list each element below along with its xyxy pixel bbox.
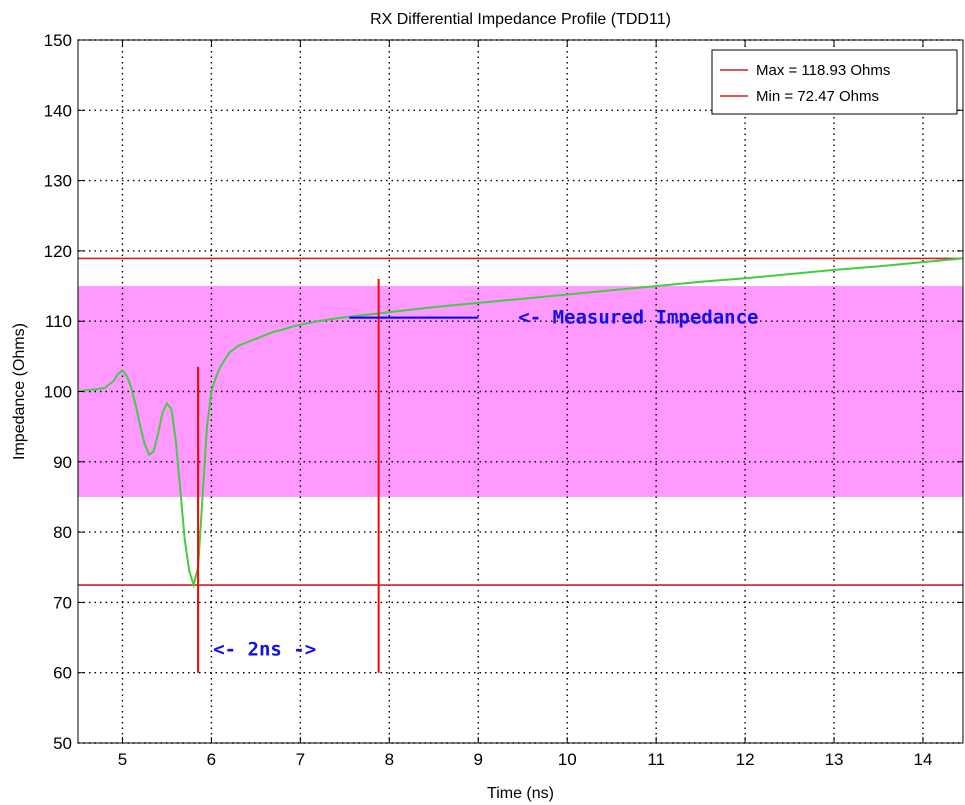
y-tick-label: 60: [53, 664, 72, 683]
legend-box: [711, 49, 958, 115]
x-tick-label: 12: [736, 750, 755, 769]
chart-title: RX Differential Impedance Profile (TDD11…: [370, 11, 671, 28]
y-tick-label: 110: [45, 312, 72, 331]
y-tick-label: 80: [53, 523, 72, 542]
x-tick-label: 7: [296, 750, 305, 769]
x-tick-label: 8: [385, 750, 394, 769]
x-tick-label: 9: [474, 750, 483, 769]
y-tick-label: 140: [44, 101, 72, 120]
annotation-text: <- Measured Impedance: [518, 307, 758, 329]
y-tick-label: 100: [44, 383, 72, 402]
legend-entry-label: Max = 118.93 Ohms: [756, 62, 890, 79]
x-tick-label: 5: [118, 750, 127, 769]
y-tick-label: 130: [44, 172, 72, 191]
x-tick-label: 14: [914, 750, 933, 769]
y-axis-label: Impedance (Ohms): [11, 323, 28, 460]
x-axis-label: Time (ns): [487, 785, 554, 802]
y-tick-label: 70: [53, 593, 72, 612]
y-tick-label: 90: [53, 453, 72, 472]
legend-entry-label: Min = 72.47 Ohms: [756, 88, 879, 105]
x-tick-label: 10: [558, 750, 577, 769]
x-tick-label: 6: [207, 750, 216, 769]
y-tick-label: 150: [44, 31, 72, 50]
y-tick-label: 50: [53, 734, 72, 753]
legend: Max = 118.93 Ohms Min = 72.47 Ohms: [711, 49, 958, 115]
x-tick-label: 13: [825, 750, 844, 769]
y-tick-label: 120: [44, 242, 72, 261]
x-tick-label: 11: [647, 750, 665, 769]
impedance-series-line: [77, 257, 964, 589]
annotation-text: <- 2ns ->: [213, 639, 316, 661]
